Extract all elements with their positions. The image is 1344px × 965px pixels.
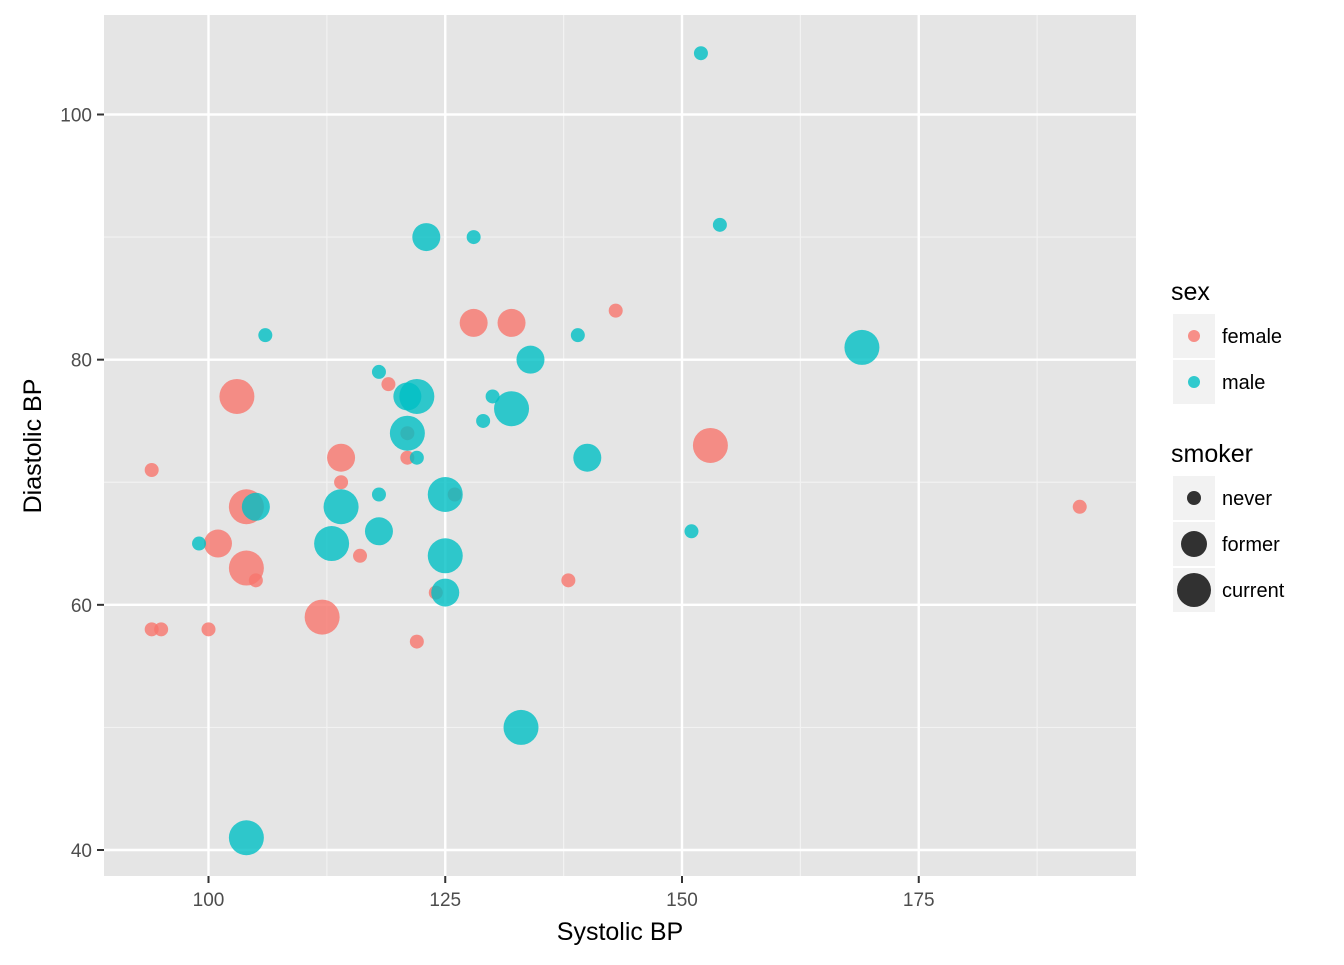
data-point: [476, 413, 491, 428]
data-point: [427, 538, 463, 574]
data-point: [371, 364, 386, 379]
legend-label-never: never: [1222, 488, 1272, 510]
data-point: [561, 573, 576, 588]
data-point: [431, 578, 460, 607]
legend-title-smoker: smoker: [1171, 440, 1253, 468]
x-axis-title: Systolic BP: [557, 918, 683, 946]
data-point: [573, 443, 602, 472]
data-point: [409, 450, 424, 465]
legend-label-female: female: [1222, 326, 1282, 348]
data-point: [371, 487, 386, 502]
legend: sex female male smoker never former current: [1171, 278, 1285, 612]
data-point: [844, 329, 880, 365]
y-axis-title: Diastolic BP: [19, 379, 47, 514]
data-point: [459, 308, 488, 337]
data-point: [144, 462, 159, 477]
data-point: [304, 599, 340, 635]
data-point: [327, 443, 356, 472]
data-point: [201, 622, 216, 637]
data-point: [516, 345, 545, 374]
data-point: [323, 489, 359, 525]
data-point: [684, 524, 699, 539]
data-point: [412, 223, 441, 252]
data-point: [409, 634, 424, 649]
data-point: [334, 475, 349, 490]
data-point: [364, 517, 393, 546]
legend-label-former: former: [1222, 534, 1280, 556]
data-point: [427, 477, 463, 513]
legend-swatch-female: [1188, 330, 1200, 342]
x-tick-label: 125: [429, 890, 461, 911]
data-point: [1072, 499, 1087, 514]
data-point: [219, 378, 255, 414]
data-point: [608, 303, 623, 318]
data-point: [353, 548, 368, 563]
data-point: [381, 377, 396, 392]
data-point: [570, 328, 585, 343]
data-point: [389, 415, 425, 451]
data-point: [248, 573, 263, 588]
axis-ticks: [97, 113, 920, 883]
legend-size-swatch-never: [1187, 491, 1201, 505]
y-tick-label: 80: [71, 351, 92, 372]
data-point: [314, 526, 350, 562]
panel-background: [104, 15, 1136, 876]
y-tick-label: 60: [71, 596, 92, 617]
legend-sex-entries: female male: [1173, 314, 1282, 404]
data-point: [192, 536, 207, 551]
legend-label-male: male: [1222, 372, 1265, 394]
data-point: [497, 308, 526, 337]
data-point: [692, 427, 728, 463]
data-point: [228, 820, 264, 856]
data-points: [144, 46, 1087, 856]
data-point: [154, 622, 169, 637]
data-point: [494, 391, 530, 427]
legend-size-swatch-former: [1181, 531, 1207, 557]
data-point: [258, 328, 273, 343]
legend-size-swatch-current: [1177, 573, 1211, 607]
data-point: [399, 378, 435, 414]
data-point: [485, 389, 500, 404]
x-tick-label: 100: [193, 890, 225, 911]
legend-swatch-male: [1188, 376, 1200, 388]
legend-label-current: current: [1222, 580, 1285, 602]
data-point: [466, 230, 481, 245]
y-tick-label: 100: [60, 106, 92, 127]
legend-smoker-entries: never former current: [1173, 476, 1285, 612]
x-tick-label: 150: [666, 890, 698, 911]
x-tick-label: 175: [903, 890, 935, 911]
data-point: [693, 46, 708, 61]
data-point: [203, 529, 232, 558]
data-point: [503, 709, 539, 745]
data-point: [241, 492, 270, 521]
y-tick-label: 40: [71, 841, 92, 862]
tick-labels: 100 125 150 175 40 60 80 100: [60, 106, 934, 912]
major-gridlines: [104, 15, 1136, 876]
minor-gridlines: [104, 15, 1136, 876]
data-point: [712, 217, 727, 232]
legend-title-sex: sex: [1171, 278, 1210, 306]
